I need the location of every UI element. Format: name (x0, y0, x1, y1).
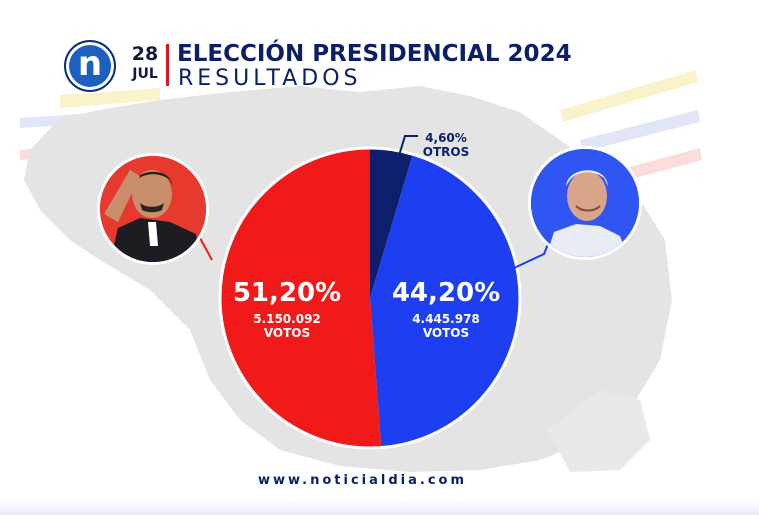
leader-line-blue (513, 243, 549, 269)
others-slice-name: OTROS (423, 145, 469, 159)
pie-slice-blue (370, 154, 520, 448)
leader-line-red (199, 237, 213, 261)
page-subtitle: RESULTADOS (178, 66, 362, 91)
pie-slice-red (219, 148, 382, 448)
page-title: ELECCIÓN PRESIDENCIAL 2024 (177, 41, 572, 67)
pie-slices (218, 146, 522, 450)
others-slice-percent: 4,60% (425, 131, 467, 145)
footer-url: www.noticialdia.com (257, 473, 468, 488)
date-day: 28 (131, 43, 159, 65)
logo-letter: n (77, 44, 103, 84)
candidate-photo-red (97, 153, 209, 265)
noticia-logo-icon: n (64, 40, 116, 92)
pie-slice-others (370, 148, 413, 298)
pie-outline (218, 146, 522, 450)
candidate-photo-blue (528, 146, 642, 260)
blue-slice-percent: 44,20% (392, 278, 500, 308)
red-slice-unit: VOTOS (264, 326, 310, 340)
date-month: JUL (132, 66, 158, 82)
blue-slice-unit: VOTOS (423, 326, 469, 340)
leader-line-others (396, 135, 418, 163)
blue-slice-votes: 4.445.978 (412, 312, 480, 326)
bottom-bar (0, 500, 759, 515)
red-slice-percent: 51,20% (233, 278, 341, 308)
red-slice-votes: 5.150.092 (253, 312, 321, 326)
header-divider (166, 44, 169, 86)
